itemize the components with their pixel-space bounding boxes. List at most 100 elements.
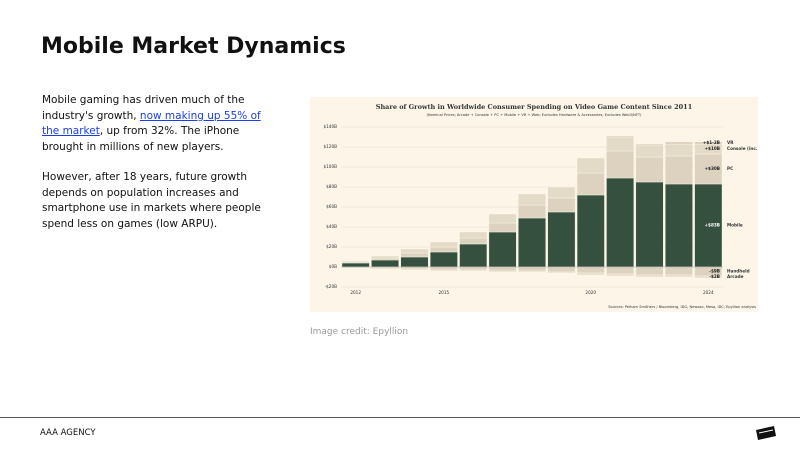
value-label: +$10B	[705, 146, 720, 151]
bar-segment	[576, 172, 605, 196]
bar-segment	[576, 157, 605, 174]
y-tick-label: $100B	[323, 164, 337, 169]
bar-segment	[488, 270, 517, 273]
value-label: +$30B	[705, 166, 720, 171]
legend-label: Mobile	[727, 223, 743, 228]
legend-label: VR	[727, 140, 734, 145]
bar-segment	[400, 256, 429, 268]
bar-segment	[459, 231, 488, 239]
bar-segment	[400, 266, 429, 270]
bar-segment	[665, 143, 693, 157]
bar-segment	[635, 156, 664, 183]
bar-segment	[635, 143, 664, 146]
bar-segment	[488, 266, 517, 272]
x-tick-label: 2015	[439, 290, 450, 295]
legend-label: Console (inc. Switch)	[727, 146, 758, 151]
bar-segment	[488, 222, 517, 233]
bar-segment	[665, 155, 693, 185]
chart-source: Sources: Pelham Smithers / Bloomberg, ID…	[608, 305, 756, 309]
legend-label: Handheld	[727, 269, 750, 274]
value-label: -$2B	[709, 274, 720, 279]
footer-brand: AAA AGENCY	[40, 428, 96, 438]
bar-segment	[341, 260, 370, 263]
bar-segment	[635, 144, 664, 158]
chart-title: Share of Growth in Worldwide Consumer Sp…	[376, 103, 692, 111]
bar-segment	[518, 217, 546, 268]
bar-segment	[635, 274, 664, 278]
y-tick-label: $140B	[323, 124, 337, 129]
bar-segment	[518, 193, 546, 206]
footer-rule	[0, 417, 800, 418]
bar-segment	[576, 266, 605, 274]
bar-segment	[606, 273, 635, 277]
bar-segment	[518, 266, 546, 272]
bar-segment	[547, 211, 576, 268]
bar-segment	[665, 274, 693, 278]
bar-segment	[694, 275, 723, 279]
bar-segment	[400, 268, 429, 271]
bar-segment	[606, 136, 635, 152]
y-tick-label: $0B	[329, 264, 337, 269]
legend-label: PC	[727, 166, 733, 171]
chart: Share of Growth in Worldwide Consumer Sp…	[310, 97, 758, 312]
legend-label: Arcade	[727, 274, 744, 279]
bar-segment	[459, 266, 488, 271]
bar-segment	[429, 251, 458, 268]
chart-subtitle: (Nominal Prices; Arcade + Console + PC +…	[427, 113, 643, 117]
bar-segment	[371, 255, 399, 259]
bar-segment	[635, 181, 664, 268]
bar-segment	[371, 257, 399, 261]
bar-segment	[606, 177, 635, 268]
bar-segment	[371, 267, 399, 270]
bar-segment	[547, 197, 576, 213]
bar-segment	[606, 150, 635, 179]
bar-segment	[341, 262, 370, 268]
link[interactable]: now making up 55% of the market	[42, 109, 261, 138]
paragraph: Mobile gaming has driven much of the ind…	[42, 93, 262, 155]
bar-segment	[488, 231, 517, 268]
bar-segment	[518, 270, 546, 273]
bar-segment	[576, 194, 605, 268]
bar-segment	[547, 271, 576, 274]
bar-segment	[665, 266, 693, 276]
bar-segment	[459, 269, 488, 272]
text: , up from 32%. The iPhone brought in mil…	[42, 125, 240, 153]
bar-segment	[429, 246, 458, 253]
bar-segment	[635, 266, 664, 276]
value-label: +$83B	[705, 223, 720, 228]
bar-segment	[606, 266, 635, 275]
bar-segment	[488, 213, 517, 224]
bar-segment	[429, 266, 458, 271]
x-tick-label: 2024	[703, 290, 714, 295]
bar-segment	[429, 269, 458, 272]
bar-segment	[459, 237, 488, 245]
bar-segment	[547, 186, 576, 199]
bar-segment	[694, 141, 723, 145]
x-tick-label: 2020	[585, 290, 596, 295]
bar-segment	[606, 135, 635, 138]
y-tick-label: -$20B	[325, 284, 338, 289]
bar-segment	[400, 248, 429, 254]
bar-segment	[518, 204, 546, 219]
bar-segment	[665, 183, 693, 268]
y-tick-label: $20B	[326, 244, 337, 249]
y-tick-label: $120B	[323, 144, 337, 149]
bar-segment	[576, 272, 605, 276]
paragraph: However, after 18 years, future growth d…	[42, 171, 261, 230]
bar-segment	[547, 266, 576, 273]
bar-segment	[371, 259, 399, 268]
image-credit: Image credit: Epyllion	[310, 327, 409, 337]
bar-segment	[400, 252, 429, 258]
value-label: -$9B	[709, 269, 720, 274]
x-tick-label: 2012	[350, 290, 361, 295]
text: Mobile gaming has driven much of the ind…	[42, 94, 245, 122]
value-label: +$1-2B	[703, 140, 720, 145]
y-tick-label: $60B	[326, 204, 337, 209]
y-tick-label: $40B	[326, 224, 337, 229]
bar-segment	[459, 243, 488, 268]
y-tick-label: $80B	[326, 184, 337, 189]
bar-segment	[665, 141, 693, 145]
slide-title: Mobile Market Dynamics	[41, 34, 346, 59]
logo	[756, 426, 776, 440]
